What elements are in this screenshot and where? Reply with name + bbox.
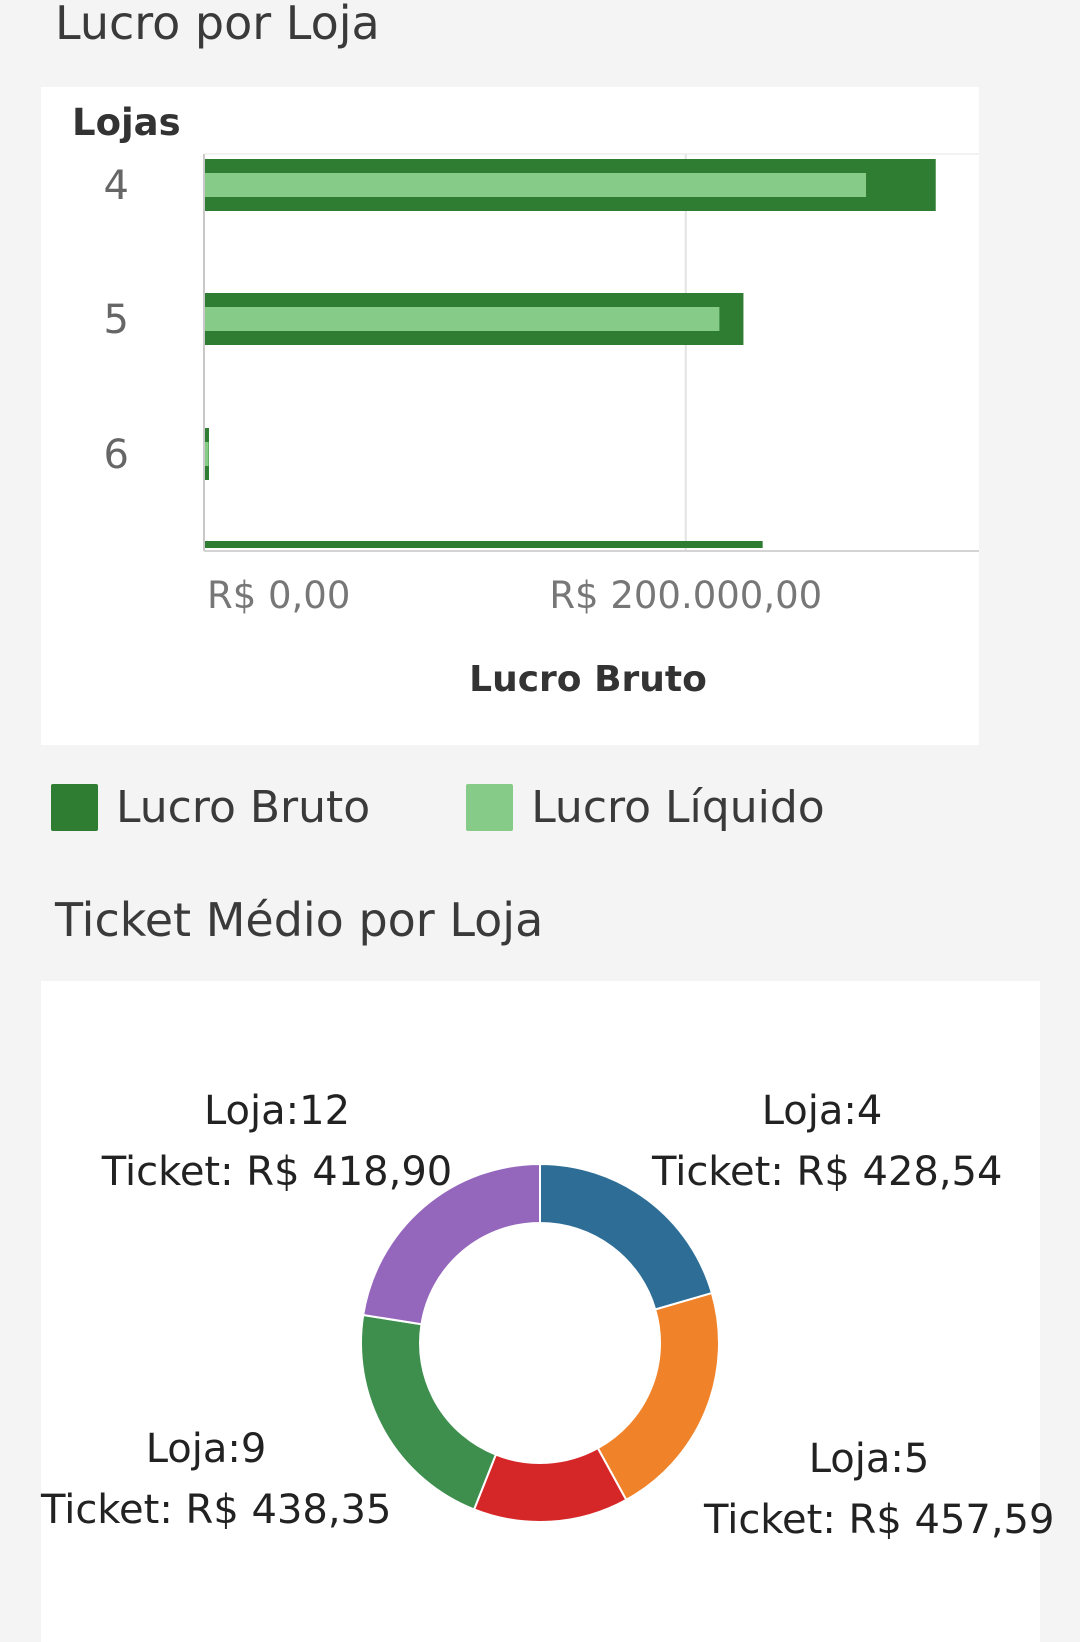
donut-label-loja-12-ticket: Ticket: R$ 418,90 xyxy=(101,1149,453,1195)
legend-swatch-lucro-bruto xyxy=(51,784,98,831)
donut-label-loja-4-name: Loja:4 xyxy=(761,1088,883,1134)
donut-label-loja-4-ticket: Ticket: R$ 428,54 xyxy=(652,1149,1003,1195)
donut-chart-title: Ticket Médio por Loja xyxy=(55,893,544,947)
donut-chart xyxy=(360,1162,720,1523)
donut-label-loja-4: Loja:4 Ticket: R$ 428,54 xyxy=(652,1081,1003,1203)
donut-slice-unlabeled[interactable] xyxy=(472,1446,628,1523)
x-tick-label-1: R$ 200.000,00 xyxy=(549,574,822,617)
donut-label-loja-9-name: Loja:9 xyxy=(145,1426,267,1472)
donut-label-loja-12-name: Loja:12 xyxy=(203,1088,351,1134)
bar-lucro-liquido-5[interactable] xyxy=(205,307,720,331)
bar-lucro-liquido-4[interactable] xyxy=(205,173,867,197)
donut-slice-loja-12[interactable] xyxy=(362,1162,541,1326)
legend-item-lucro-bruto[interactable]: Lucro Bruto xyxy=(51,782,370,833)
x-axis-label: Lucro Bruto xyxy=(469,659,707,700)
donut-label-loja-5-name: Loja:5 xyxy=(808,1436,930,1482)
chart-legend: Lucro Bruto Lucro Líquido xyxy=(51,782,921,833)
y-tick-label-4: 4 xyxy=(104,163,129,209)
donut-label-loja-9: Loja:9 Ticket: R$ 438,35 xyxy=(41,1419,392,1541)
donut-label-loja-12: Loja:12 Ticket: R$ 418,90 xyxy=(97,1081,457,1203)
donut-label-loja-5-ticket: Ticket: R$ 457,59 xyxy=(704,1497,1055,1543)
y-axis-label: Lojas xyxy=(72,101,181,144)
donut-chart-panel: Loja:12 Ticket: R$ 418,90 Loja:4 Ticket:… xyxy=(41,981,1055,1642)
donut-slice-loja-5[interactable] xyxy=(596,1291,720,1502)
legend-item-lucro-liquido[interactable]: Lucro Líquido xyxy=(466,782,825,833)
bar-chart: Lojas 4 5 6 R$ 0,00 R$ 200.000,00 Lucro Bruto xyxy=(72,101,979,700)
bar-lucro-bruto-row-4[interactable] xyxy=(205,541,763,548)
donut-label-loja-9-ticket: Ticket: R$ 438,35 xyxy=(41,1487,392,1533)
bar-chart-panel: Lojas 4 5 6 R$ 0,00 R$ 200.000,00 Lucro Bruto xyxy=(41,87,979,745)
legend-label-lucro-liquido: Lucro Líquido xyxy=(531,782,825,833)
bar-chart-title: Lucro por Loja xyxy=(55,0,380,50)
donut-label-loja-5: Loja:5 Ticket: R$ 457,59 xyxy=(704,1429,1055,1551)
y-tick-label-5: 5 xyxy=(104,297,129,343)
legend-label-lucro-bruto: Lucro Bruto xyxy=(116,782,371,833)
legend-swatch-lucro-liquido xyxy=(466,784,514,831)
y-tick-label-6: 6 xyxy=(104,432,129,478)
bar-lucro-liquido-6[interactable] xyxy=(205,442,209,466)
x-tick-label-0: R$ 0,00 xyxy=(207,574,350,617)
donut-slice-loja-9[interactable] xyxy=(360,1313,498,1511)
